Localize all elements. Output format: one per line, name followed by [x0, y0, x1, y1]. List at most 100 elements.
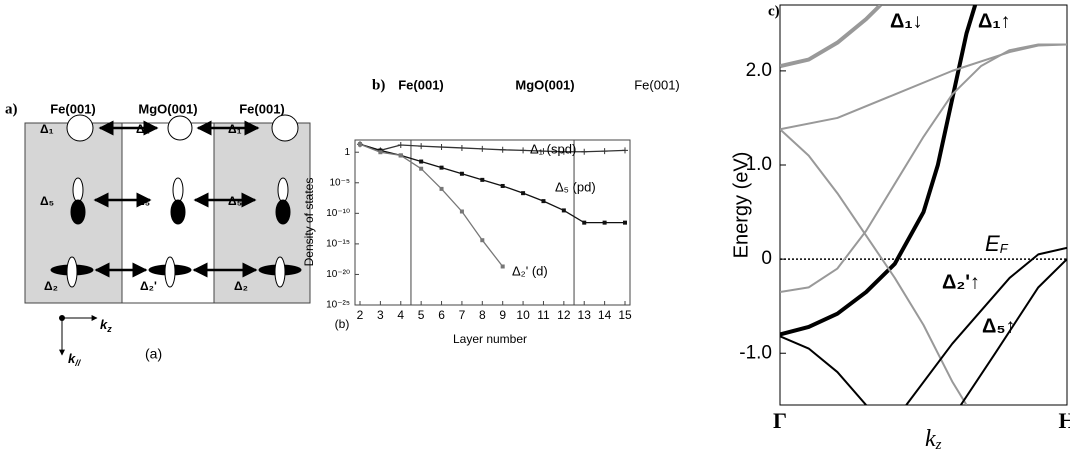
x-tick-label: 7 [459, 308, 466, 322]
x-tick-label: 5 [418, 308, 425, 322]
band-label: Δ₂'↑ [942, 271, 980, 293]
marker [378, 150, 383, 155]
band-line [780, 5, 882, 69]
plot-frame [779, 4, 1068, 406]
state-label: Δ₂ [44, 279, 58, 293]
region-label: Fe(001) [50, 101, 96, 116]
panel-label: a) [5, 101, 18, 117]
marker [419, 166, 424, 171]
y-tick-label: 10⁻¹⁰ [326, 208, 350, 219]
axis-label: k// [68, 351, 82, 368]
y-tick-label: 1 [344, 147, 350, 158]
plot-area [357, 141, 628, 269]
x-tick-label: 9 [499, 308, 506, 322]
orbitals [50, 114, 302, 288]
arrows [93, 120, 260, 278]
band-line [905, 246, 1067, 405]
band-line [780, 43, 1067, 294]
y-tick-label: 10⁻²⁵ [326, 300, 350, 311]
plot-area [780, 5, 1067, 405]
marker [398, 153, 403, 158]
marker [623, 220, 627, 225]
fermi-label-base: E [985, 231, 1000, 256]
panel-b: b) Fe(001) MgO(001) Fe(001) Layer number… [302, 77, 680, 346]
x-axis-title: Layer number [453, 332, 527, 346]
state-label: Δ₂ [234, 279, 248, 293]
band-label: Δ₅↑ [982, 315, 1016, 337]
x-tick-label: 2 [357, 308, 364, 322]
marker [622, 147, 628, 154]
y-tick-label: -1.0 [739, 342, 772, 363]
marker [601, 148, 608, 155]
marker [459, 171, 464, 176]
y-tick-label: 0 [761, 248, 772, 269]
x-tick-label: 3 [377, 308, 384, 322]
marker [418, 143, 425, 150]
marker [459, 209, 464, 214]
x-axis-title-sub: z [935, 437, 942, 453]
marker [480, 177, 485, 182]
panel-label: c) [768, 3, 780, 19]
axis-label-base: k [100, 317, 108, 332]
fe-region [213, 122, 311, 304]
marker [419, 159, 424, 164]
y-tick-label: 10⁻¹⁵ [326, 239, 350, 250]
y-axis-title: Energy (eV) [730, 152, 752, 259]
x-tick-label: 14 [598, 308, 612, 322]
axis-label-sub: // [74, 358, 82, 368]
marker [582, 220, 587, 225]
marker [500, 183, 505, 188]
plot-frame [354, 139, 631, 306]
marker [561, 208, 566, 213]
x-tick-label: Γ [773, 408, 787, 433]
x-tick-label: 13 [578, 308, 592, 322]
axis-label: kz [100, 317, 112, 334]
marker [521, 191, 526, 196]
y-axis-title: Density of states [302, 178, 316, 267]
region-label: MgO(001) [515, 77, 574, 92]
region-label: Fe(001) [398, 77, 444, 92]
marker [540, 148, 547, 155]
x-tick-label: 11 [537, 308, 550, 322]
state-label: Δ₅ [40, 194, 54, 208]
marker [438, 144, 445, 151]
marker [480, 238, 485, 243]
marker [520, 147, 527, 154]
x-tick-label: 8 [479, 308, 486, 322]
series-label: Δ₅ (pd) [555, 179, 596, 194]
marker [602, 220, 607, 225]
marker [439, 165, 444, 170]
band-line [780, 128, 968, 405]
region-label: Fe(001) [239, 101, 285, 116]
fermi-label-sub: F [1000, 241, 1009, 256]
marker [479, 145, 486, 152]
state-label: Δ₂' [140, 279, 157, 293]
state-label: Δ₁ [40, 122, 54, 136]
marker [439, 186, 444, 191]
band-line [780, 43, 1067, 131]
axis-label-base: k [68, 351, 76, 366]
x-tick-label: H [1058, 408, 1070, 433]
x-tick-label: 6 [438, 308, 445, 322]
region-label: Fe(001) [634, 77, 680, 92]
y-tick-label: 2.0 [746, 60, 772, 81]
y-tick-label: 1.0 [746, 154, 772, 175]
marker [397, 142, 404, 149]
series-line [359, 143, 504, 267]
x-tick-label: 15 [618, 308, 632, 322]
band-line [780, 5, 978, 337]
caption: (a) [145, 346, 162, 362]
panel-c: c) Energy (eV) kz EF Γ H -1.0 0 1.0 2.0 Δ₁↓ Δ₁↑… [730, 3, 1070, 453]
series-line [359, 143, 625, 224]
marker [560, 148, 567, 155]
marker [358, 142, 362, 147]
band-line [959, 258, 1067, 405]
x-axis-title-base: k [925, 426, 936, 452]
caption: (b) [335, 317, 350, 331]
marker [499, 146, 506, 153]
x-tick-label: 10 [516, 308, 530, 322]
band-line [780, 335, 867, 405]
series-label: Δ₂' (d) [512, 263, 548, 278]
